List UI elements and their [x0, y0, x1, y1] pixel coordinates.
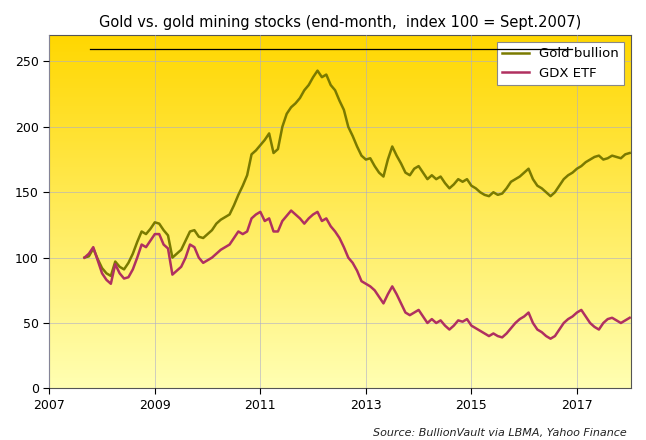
Gold bullion: [626, 150, 634, 156]
GDX ETF: [560, 320, 568, 326]
Gold bullion: [213, 221, 220, 226]
Gold bullion: [428, 172, 435, 178]
GDX ETF: [81, 255, 89, 260]
Legend: Gold bullion, GDX ETF: Gold bullion, GDX ETF: [497, 42, 625, 85]
Gold bullion: [560, 176, 568, 182]
GDX ETF: [599, 320, 607, 326]
GDX ETF: [208, 255, 216, 260]
Gold bullion: [225, 212, 233, 217]
Line: GDX ETF: GDX ETF: [85, 211, 630, 339]
GDX ETF: [287, 208, 295, 213]
Gold bullion: [81, 255, 89, 260]
Gold bullion: [107, 273, 115, 279]
GDX ETF: [424, 320, 432, 326]
Gold bullion: [599, 157, 607, 162]
Gold bullion: [547, 194, 554, 199]
GDX ETF: [626, 315, 634, 320]
GDX ETF: [222, 245, 229, 250]
Title: Gold vs. gold mining stocks (end-month,  index 100 = Sept.2007): Gold vs. gold mining stocks (end-month, …: [99, 15, 581, 30]
GDX ETF: [547, 336, 554, 341]
Text: Source: BullionVault via LBMA, Yahoo Finance: Source: BullionVault via LBMA, Yahoo Fin…: [373, 428, 627, 438]
Line: Gold bullion: Gold bullion: [85, 71, 630, 276]
Gold bullion: [313, 68, 321, 73]
GDX ETF: [542, 334, 550, 339]
